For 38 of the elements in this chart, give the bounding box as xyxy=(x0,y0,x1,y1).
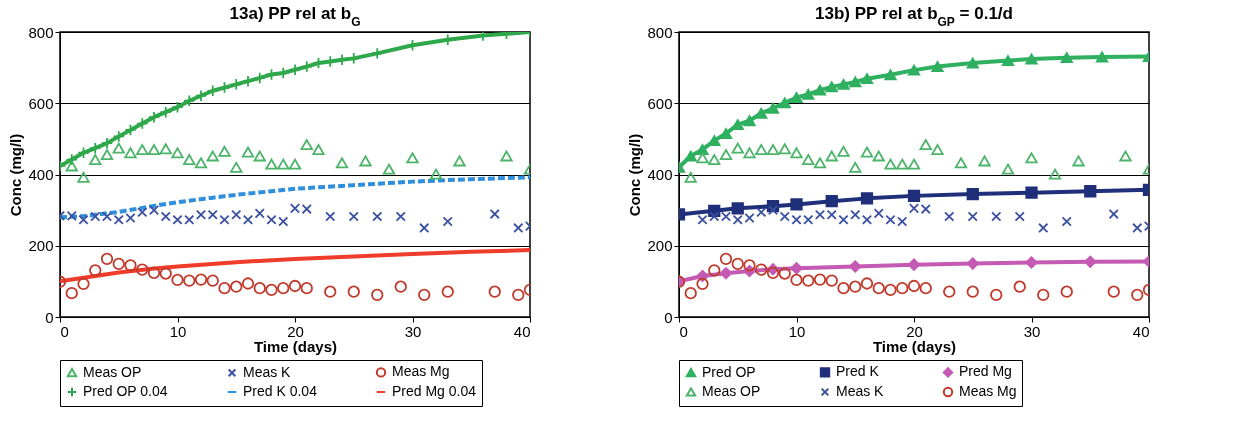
y-tick-label: 800 xyxy=(28,23,54,41)
y-tick-label: 600 xyxy=(28,94,54,112)
legend-label: Meas K xyxy=(836,383,885,399)
y-axis-title: Conc (mg/l) xyxy=(626,133,644,217)
legend-label: Meas Mg xyxy=(959,383,1017,399)
x-tick-label: 20 xyxy=(287,322,304,340)
x-tick-label: 0 xyxy=(679,322,688,340)
y-tick-label: 400 xyxy=(28,166,54,183)
x-tick-label: 20 xyxy=(906,322,923,340)
legend-label: Meas K xyxy=(243,363,292,380)
y-tick-label: 600 xyxy=(647,94,673,112)
legend-label: Meas OP xyxy=(83,363,142,380)
legend-label: Pred Mg 0.04 xyxy=(392,383,477,399)
legend-label: Pred OP xyxy=(702,363,756,380)
chart-title: 13a) PP rel at b$_{G}$ xyxy=(229,4,361,29)
x-tick-label: 0 xyxy=(60,322,69,340)
x-tick-label: 10 xyxy=(169,322,187,340)
y-tick-label: 0 xyxy=(45,308,54,326)
x-tick-label: 30 xyxy=(404,322,422,340)
legend-label: Pred K xyxy=(836,363,880,380)
y-tick-label: 400 xyxy=(647,166,673,183)
legend-label: Meas OP xyxy=(702,383,761,399)
y-axis-title: Conc (mg/l) xyxy=(7,133,25,217)
x-axis-title: Time (days) xyxy=(872,337,957,355)
x-tick-label: 40 xyxy=(1132,322,1150,340)
y-tick-label: 800 xyxy=(647,23,673,41)
legend-label: Pred K 0.04 xyxy=(243,383,318,399)
chart-title: 13b) PP rel at b$_{GP}$ = 0.1/d xyxy=(815,4,1013,29)
legend-label: Pred Mg xyxy=(959,363,1012,380)
x-tick-label: 40 xyxy=(513,322,531,340)
y-tick-label: 200 xyxy=(647,237,673,255)
legend-label: Pred OP 0.04 xyxy=(83,383,168,399)
y-tick-label: 200 xyxy=(28,237,54,255)
legend-label: Meas Mg xyxy=(392,363,450,380)
x-tick-label: 10 xyxy=(788,322,806,340)
y-tick-label: 0 xyxy=(664,308,673,326)
x-axis-title: Time (days) xyxy=(253,337,338,355)
x-tick-label: 30 xyxy=(1023,322,1041,340)
